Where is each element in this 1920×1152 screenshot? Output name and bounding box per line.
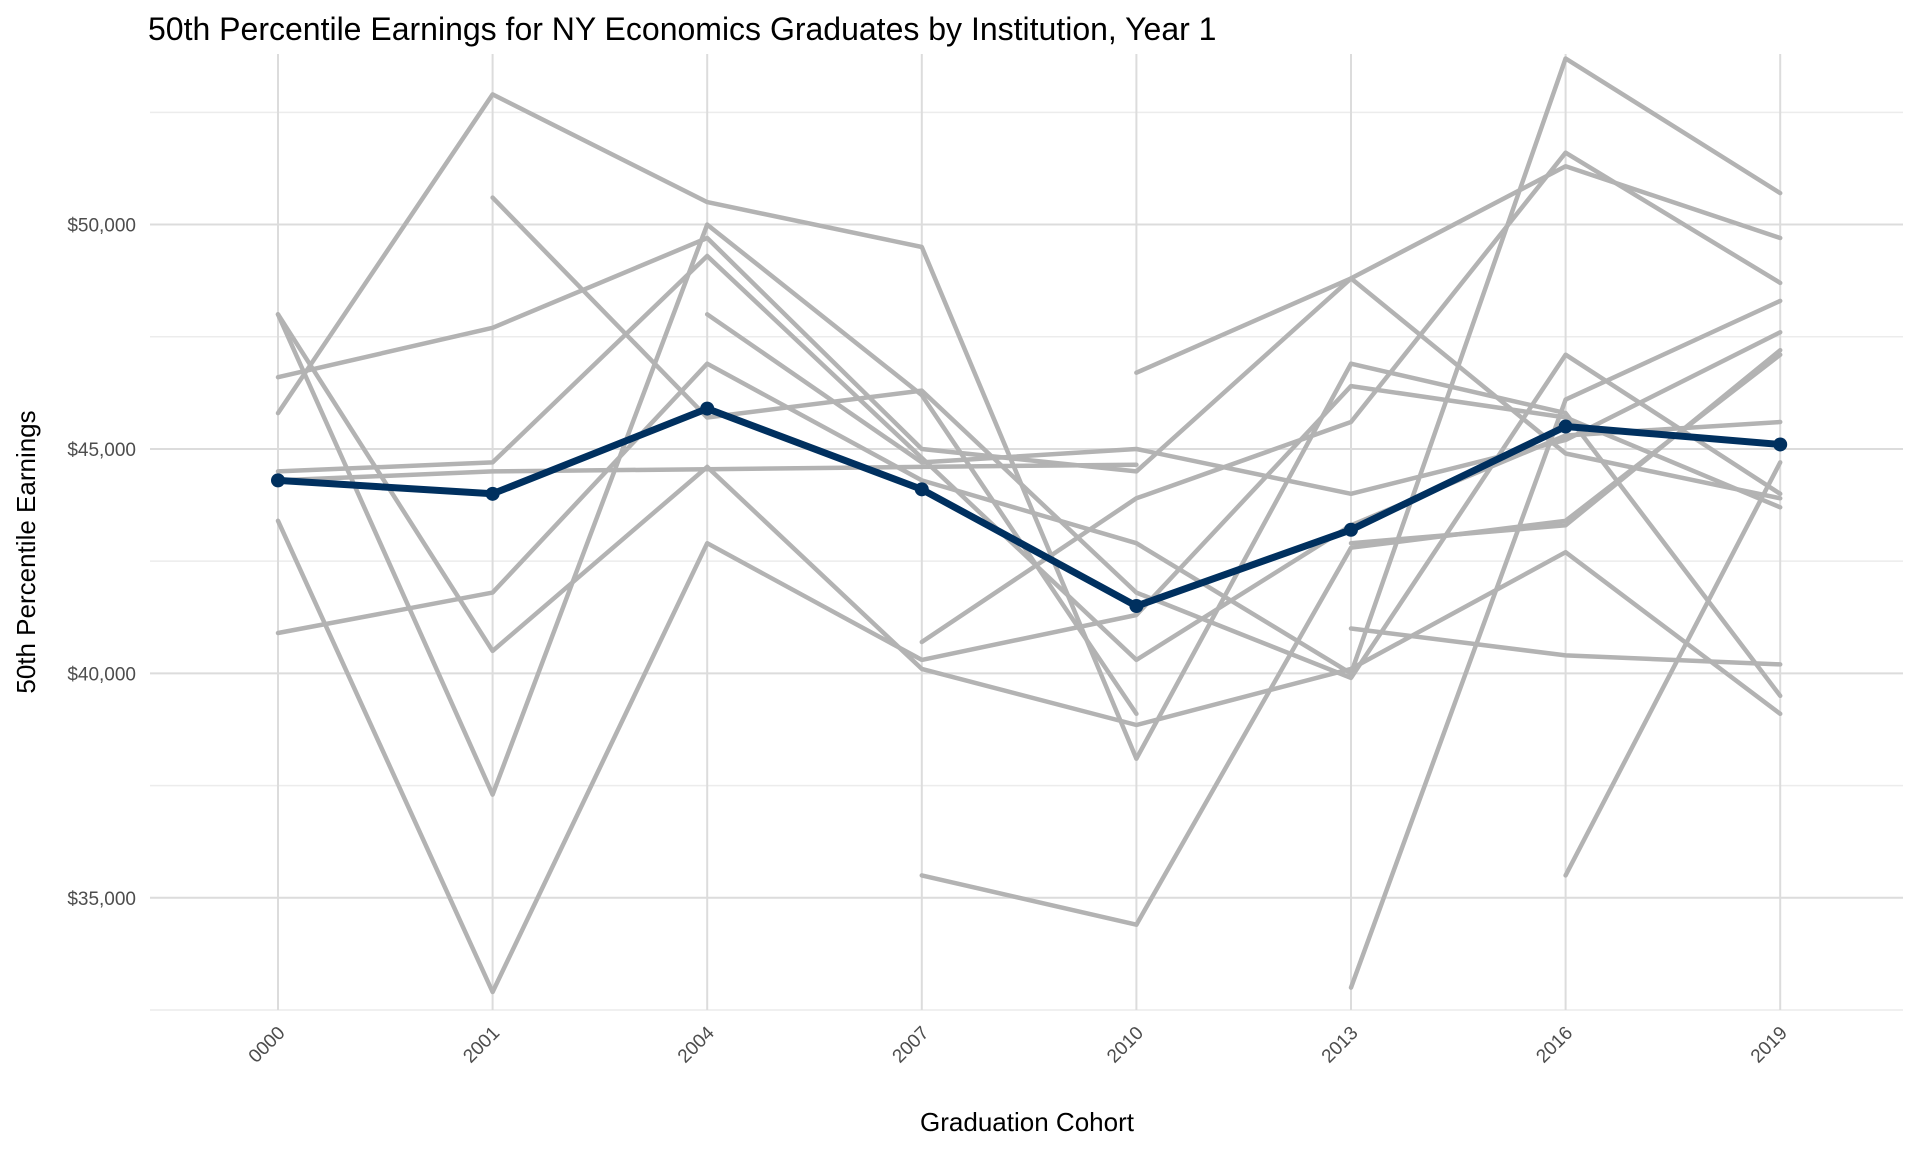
x-axis-ticks: 0000 2001 2004 2007 2010 2013 2016 2019 [245, 1022, 1792, 1067]
x-tick-label: 2013 [1318, 1023, 1363, 1068]
x-tick-label: 0000 [245, 1023, 290, 1068]
x-tick-label: 2007 [889, 1023, 934, 1068]
institution-series-line [919, 150, 1783, 645]
institution-series-line [1348, 347, 1783, 546]
institution-series-line [275, 163, 1783, 474]
highlight-point [914, 482, 929, 497]
x-tick-label: 2016 [1532, 1023, 1577, 1068]
highlight-point [1344, 522, 1358, 537]
institution-series-line [490, 195, 1783, 681]
highlight-point [1558, 419, 1573, 434]
y-tick-label: $35,000 [67, 889, 136, 910]
x-tick-label: 2001 [459, 1023, 504, 1068]
highlight-point [271, 473, 285, 488]
highlight-points [271, 401, 1788, 614]
institution-series-line [1348, 298, 1783, 990]
highlight-point [1129, 599, 1144, 614]
highlight-point [1773, 437, 1788, 452]
chart-title: 50th Percentile Earnings for NY Economic… [148, 11, 1216, 47]
x-tick-label: 2019 [1747, 1023, 1792, 1068]
institution-series-line [1563, 460, 1783, 878]
y-tick-label: $45,000 [67, 440, 136, 461]
highlight-point [700, 401, 715, 416]
x-axis-title: Graduation Cohort [920, 1107, 1135, 1137]
y-tick-label: $50,000 [67, 216, 136, 237]
institution-series-line [704, 312, 1783, 497]
highlight-point [485, 486, 500, 501]
highlight-series-line [274, 405, 1784, 610]
institution-series-line [1134, 276, 1783, 501]
x-tick-label: 2010 [1103, 1023, 1148, 1068]
y-tick-label: $40,000 [67, 664, 136, 685]
institution-series-line [275, 312, 1783, 728]
series-lines [274, 56, 1784, 995]
institution-series-line [275, 56, 1783, 676]
institution-series-line [1348, 626, 1783, 667]
y-axis-ticks: $35,000 $40,000 $45,000 $50,000 [67, 216, 136, 910]
y-axis-title: 50th Percentile Earnings [11, 410, 41, 693]
x-tick-label: 2004 [674, 1022, 719, 1067]
